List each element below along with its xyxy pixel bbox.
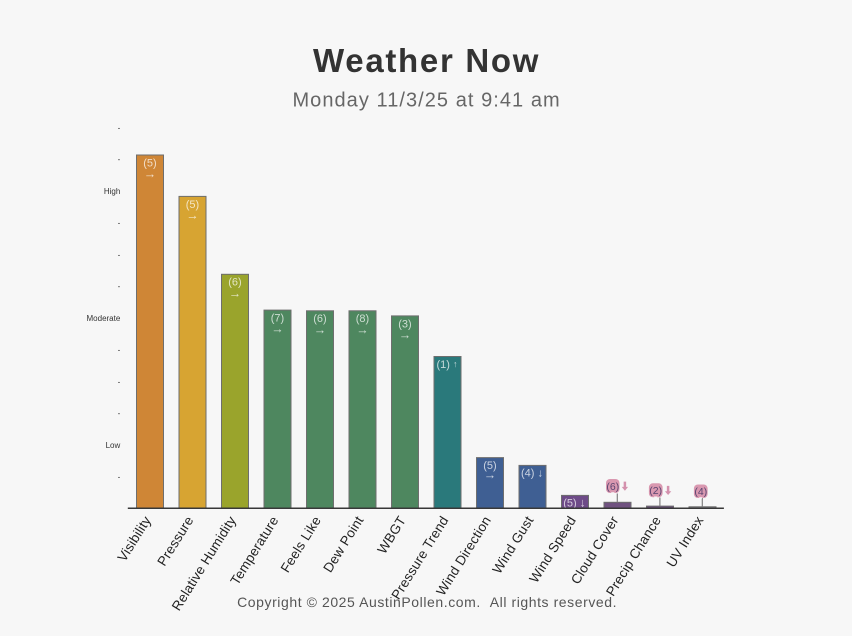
svg-text:-: -	[118, 409, 121, 418]
svg-text:→: →	[229, 286, 242, 300]
svg-text:Monday 11/3/25 at 9:41 am: Monday 11/3/25 at 9:41 am	[292, 90, 560, 112]
svg-text:-: -	[118, 250, 121, 259]
svg-text:→: →	[399, 328, 412, 342]
svg-text:(4) ↓: (4) ↓	[521, 467, 543, 479]
svg-text:-: -	[118, 346, 121, 355]
svg-text:-: -	[118, 282, 121, 291]
svg-text:-: -	[118, 377, 121, 386]
svg-text:→: →	[271, 322, 284, 336]
svg-text:Copyright © 2025 AustinPollen.: Copyright © 2025 AustinPollen.com. All r…	[237, 594, 617, 610]
svg-text:→: →	[356, 323, 369, 337]
svg-text:(5): (5)	[143, 157, 156, 169]
svg-text:Low: Low	[106, 441, 121, 450]
svg-text:-: -	[118, 155, 121, 164]
svg-text:-: -	[118, 123, 121, 132]
svg-text:(4): (4)	[694, 486, 707, 498]
svg-text:(5) ↓: (5) ↓	[563, 495, 586, 509]
svg-text:-: -	[118, 473, 121, 482]
svg-text:(5): (5)	[186, 199, 199, 211]
svg-text:(6): (6)	[606, 481, 619, 493]
svg-text:(3): (3)	[398, 318, 411, 330]
svg-text:Weather Now: Weather Now	[313, 42, 540, 79]
svg-text:High: High	[104, 187, 120, 196]
svg-text:(8): (8)	[356, 313, 369, 325]
svg-text:(6): (6)	[313, 313, 326, 325]
svg-text:→: →	[186, 208, 199, 222]
svg-text:→: →	[144, 167, 157, 181]
svg-text:(7): (7)	[271, 313, 284, 325]
svg-text:→: →	[314, 323, 327, 337]
svg-text:Moderate: Moderate	[87, 314, 121, 323]
svg-text:→: →	[484, 468, 497, 482]
svg-text:(5): (5)	[483, 460, 496, 472]
svg-text:(2): (2)	[649, 485, 662, 497]
svg-text:-: -	[118, 219, 121, 228]
svg-text:(6): (6)	[228, 277, 241, 289]
svg-text:(1) ↑: (1) ↑	[437, 359, 458, 371]
